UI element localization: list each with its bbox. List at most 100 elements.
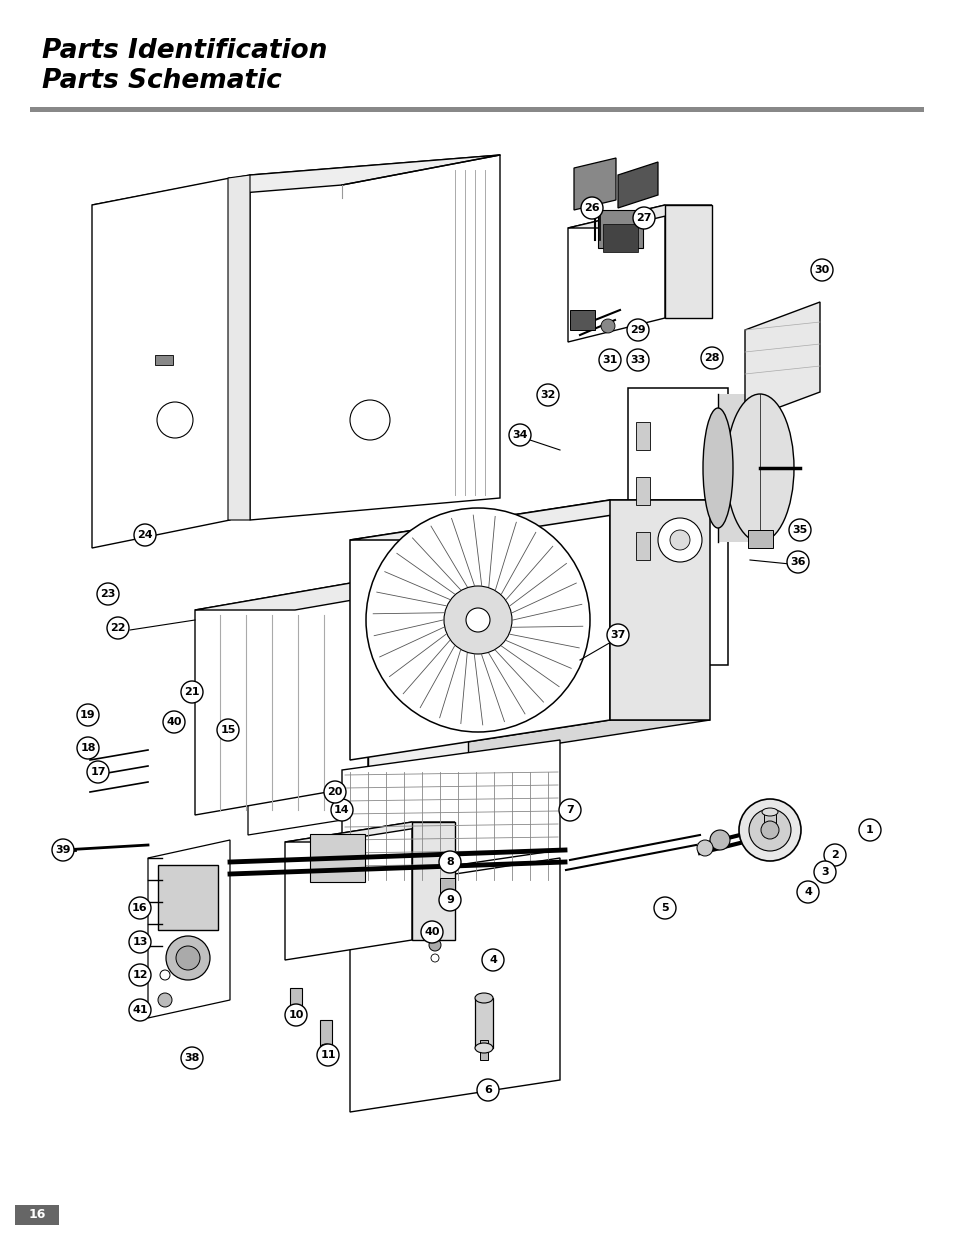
Circle shape [481,948,503,971]
Circle shape [350,400,390,440]
Circle shape [158,993,172,1007]
Ellipse shape [725,394,793,542]
Polygon shape [350,500,709,540]
Text: 1: 1 [865,825,873,835]
Text: 31: 31 [601,354,617,366]
Circle shape [558,799,580,821]
Text: 36: 36 [789,557,805,567]
Text: 11: 11 [320,1050,335,1060]
Polygon shape [250,156,499,520]
Text: 27: 27 [636,212,651,224]
Polygon shape [285,823,412,960]
Text: 15: 15 [220,725,235,735]
Circle shape [366,508,589,732]
Circle shape [285,1004,307,1026]
Polygon shape [664,205,711,317]
Ellipse shape [748,809,790,851]
Text: 30: 30 [814,266,829,275]
Text: 5: 5 [660,903,668,913]
Text: 24: 24 [137,530,152,540]
Circle shape [77,737,99,760]
Polygon shape [228,175,250,520]
Circle shape [129,931,151,953]
Text: 16: 16 [29,1209,46,1221]
Bar [569,310,595,330]
Text: 19: 19 [80,710,95,720]
Text: 10: 10 [288,1010,303,1020]
Bar [636,477,649,505]
Text: 26: 26 [583,203,599,212]
Polygon shape [194,580,468,610]
Circle shape [87,761,109,783]
Circle shape [129,965,151,986]
Circle shape [633,207,655,228]
Circle shape [429,939,440,951]
Text: 4: 4 [489,955,497,965]
Text: 20: 20 [327,787,342,797]
Circle shape [823,844,845,866]
Polygon shape [567,205,664,342]
Text: 18: 18 [80,743,95,753]
Text: 22: 22 [111,622,126,634]
Circle shape [709,830,729,850]
Circle shape [465,608,490,632]
Circle shape [858,819,880,841]
Bar [310,834,365,882]
Ellipse shape [319,1044,332,1052]
Text: 37: 37 [610,630,625,640]
Text: Parts Identification: Parts Identification [42,38,327,64]
Polygon shape [744,303,820,420]
Bar [475,998,493,1049]
Polygon shape [341,740,559,882]
Polygon shape [91,178,230,548]
Bar [479,1040,488,1060]
Polygon shape [350,858,559,1112]
Text: 40: 40 [424,927,439,937]
Circle shape [796,881,818,903]
Text: 38: 38 [184,1053,199,1063]
Text: 34: 34 [512,430,527,440]
Bar [747,530,772,548]
Circle shape [316,1044,338,1066]
Polygon shape [285,823,455,842]
Ellipse shape [475,1044,493,1053]
Polygon shape [567,205,711,228]
Text: 6: 6 [483,1086,492,1095]
Text: Parts Schematic: Parts Schematic [42,68,281,94]
Polygon shape [609,500,709,720]
Text: 16: 16 [132,903,148,913]
Circle shape [788,519,810,541]
Circle shape [443,585,512,655]
Polygon shape [618,162,658,207]
Bar [636,422,649,450]
Text: 39: 39 [55,845,71,855]
Bar [763,811,775,830]
Circle shape [166,936,210,981]
Polygon shape [574,158,616,210]
Bar [319,1020,332,1049]
Ellipse shape [702,408,732,529]
Circle shape [700,347,722,369]
Polygon shape [248,580,468,835]
Bar [15,1205,59,1225]
Circle shape [77,704,99,726]
Polygon shape [627,388,727,664]
Circle shape [697,840,712,856]
Text: 40: 40 [166,718,182,727]
Circle shape [626,319,648,341]
Circle shape [580,198,602,219]
Text: 8: 8 [446,857,454,867]
Circle shape [476,1079,498,1100]
Bar [439,878,455,900]
Circle shape [509,424,531,446]
Circle shape [133,524,156,546]
Bar [158,864,218,930]
Text: 9: 9 [446,895,454,905]
Circle shape [537,384,558,406]
Text: 33: 33 [630,354,645,366]
Text: 4: 4 [803,887,811,897]
Polygon shape [350,720,709,760]
Circle shape [786,551,808,573]
Ellipse shape [290,1014,302,1023]
Circle shape [160,969,170,981]
